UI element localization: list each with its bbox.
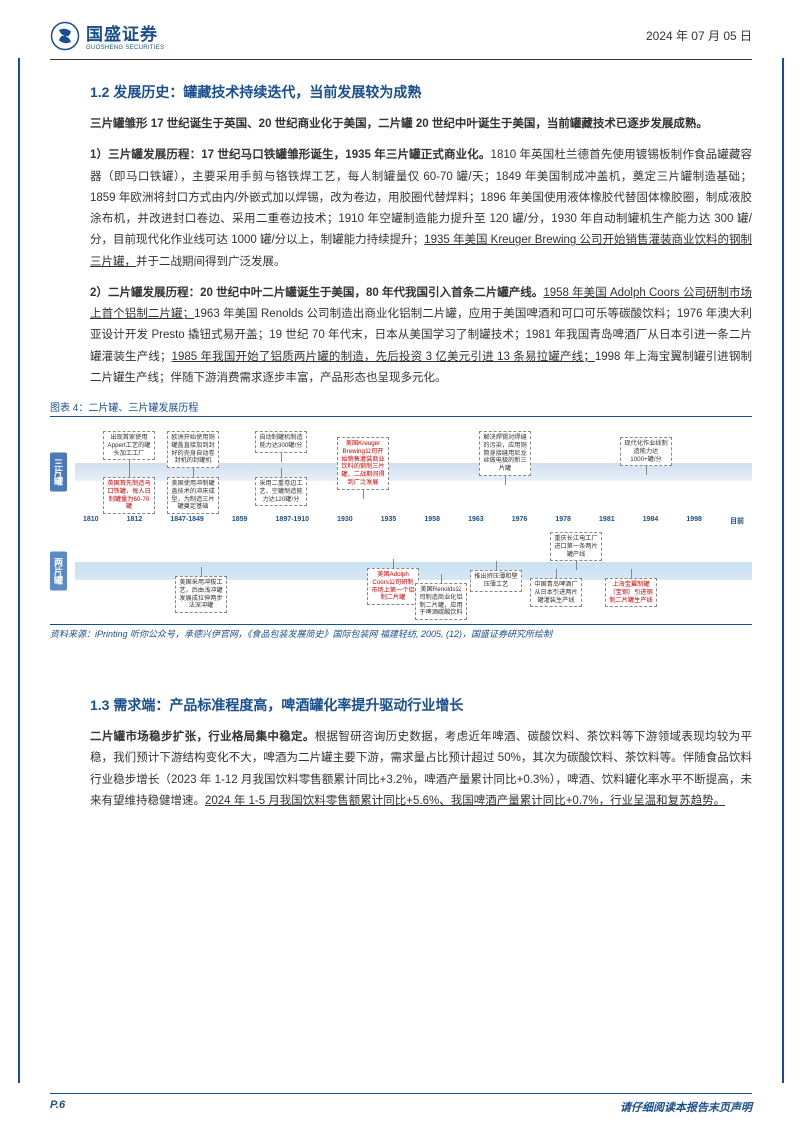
timeline-event: 中国青岛啤酒厂从日本引进两片罐灌装生产线 (530, 578, 582, 607)
timeline-event: 英国首先制造马口铁罐，每人日制罐量为60-70罐 (103, 477, 155, 514)
figure-caption: 图表 4：二片罐、三片罐发展历程 (50, 399, 752, 417)
timeline-year: 1859 (232, 516, 248, 526)
timeline-label-three: 三片罐 (50, 452, 67, 491)
p13-underline: 2024 年 1-5 月我国饮料零售额累计同比+5.6%、我国啤酒产量累计同比+… (205, 795, 725, 807)
report-date: 2024 年 07 月 05 日 (646, 27, 752, 44)
timeline-year: 1978 (555, 516, 571, 526)
timeline-event: 推出挤压薄和壁压薄工艺 (470, 570, 522, 592)
timeline-event: 美国使用冲制罐盖技术的冲床成型，为制造三片罐奠定基础 (167, 477, 219, 514)
timeline-label-two: 两片罐 (50, 551, 67, 590)
company-name-cn: 国盛证券 (86, 20, 164, 45)
timeline-event: 重庆长江电工厂进口第一条两片罐产线 (550, 532, 602, 561)
timeline-event: 现代化作业线制造能力达1000+罐/分 (620, 437, 672, 466)
timeline-year: 1810 (83, 516, 99, 526)
timeline-event: 美国Adolph Coors公司研制市场上第一个铝制二片罐 (367, 568, 419, 605)
figure-source: 资料来源：iPrinting 听你公众号，承德兴伊官网，《食品包装发展简史》国际… (50, 624, 752, 640)
timeline-year: 1930 (337, 516, 353, 526)
timeline-year: 1981 (599, 516, 615, 526)
timeline-year: 1958 (424, 516, 440, 526)
timeline-years-row: 1810 1812 1847-1849 1859 1897-1910 1930 1935 19… (50, 514, 752, 528)
timeline-event: 自动制罐机制造能力达300罐/分 (255, 431, 307, 453)
p2-underline2: 1985 年我国开始了铝质两片罐的制造，先后投资 3 亿美元引进 13 条易拉罐… (172, 351, 595, 363)
timeline-event: 采用二重卷边工艺，空罐制造能力达120罐/分 (255, 477, 307, 506)
timeline-event: 上海宝翼制罐（宝钢）引进钢制二片罐生产线 (605, 578, 657, 607)
timeline-years: 1810 1812 1847-1849 1859 1897-1910 1930 1935 19… (75, 516, 752, 526)
side-line-left (18, 58, 20, 1083)
p1-tail: 并于二战期间得到广泛发展。 (136, 256, 286, 268)
header: 国盛证券 GUOSHENG SECURITIES 2024 年 07 月 05 … (50, 0, 752, 60)
p1-body: 1810 年英国杜兰德首先使用镀锡板制作食品罐藏容器（即马口铁罐），主要采用手剪… (90, 149, 752, 246)
timeline-three-piece: 三片罐 出现首家使用Appert工艺的罐头加工工厂英国首先制造马口铁罐，每人日制… (50, 429, 752, 514)
timeline-event: 欧洲开始使用铜罐盖直接加到封好的壳身自动卷封机的封罐机 (167, 431, 219, 468)
p13-lead: 二片罐市场稳步扩张，行业格局集中稳定。 (90, 731, 315, 743)
side-line-right (782, 58, 784, 1083)
timeline-year: 1812 (127, 516, 143, 526)
timeline-year: 1976 (512, 516, 528, 526)
timeline-year: 目前 (730, 516, 744, 526)
section-12-title: 1.2 发展历史：罐藏技术持续迭代，当前发展较为成熟 (90, 82, 752, 102)
footer: P.6 请仔细阅读本报告末页声明 (50, 1093, 752, 1115)
p2-lead: 2）二片罐发展历程：20 世纪中叶二片罐诞生于美国，80 年代我国引入首条二片罐… (90, 287, 543, 299)
timeline-event: 美国Kreuger Brewing公司开始销售灌装商业饮料的钢制三片罐，二战期间… (337, 437, 389, 490)
timeline-diagram: 三片罐 出现首家使用Appert工艺的罐头加工工厂英国首先制造马口铁罐，每人日制… (50, 421, 752, 621)
section-12-p1: 1）三片罐发展历程：17 世纪马口铁罐雏形诞生，1935 年三片罐正式商业化。1… (90, 145, 752, 273)
logo-text: 国盛证券 GUOSHENG SECURITIES (86, 20, 164, 51)
section-13-p1: 二片罐市场稳步扩张，行业格局集中稳定。根据智研咨询历史数据，考虑近年啤酒、碳酸饮… (90, 727, 752, 812)
section-13-title: 1.3 需求端：产品标准程度高，啤酒罐化率提升驱动行业增长 (90, 695, 752, 715)
company-name-en: GUOSHENG SECURITIES (86, 45, 164, 51)
timeline-event: 解决焊锡对焊缝的污染，应用铜筒身接缝用尼龙丝做电极的新三片罐 (479, 431, 531, 476)
timeline-year: 1897-1910 (276, 516, 309, 526)
timeline-event: 出现首家使用Appert工艺的罐头加工工厂 (103, 431, 155, 460)
timeline-year: 1963 (468, 516, 484, 526)
timeline-year: 1935 (381, 516, 397, 526)
section-12-intro: 三片罐雏形 17 世纪诞生于英国、20 世纪商业化于美国，二片罐 20 世纪中叶… (90, 114, 752, 135)
timeline-year: 1847-1849 (170, 516, 203, 526)
logo-icon (50, 21, 80, 51)
page: 国盛证券 GUOSHENG SECURITIES 2024 年 07 月 05 … (0, 0, 802, 1133)
timeline-year: 1984 (643, 516, 659, 526)
timeline-event: 美国采用冲拔工艺，后由浅冲罐发展成拉伸两步法深冲罐 (175, 576, 227, 613)
timeline-two-piece: 两片罐 美国采用冲拔工艺，后由浅冲罐发展成拉伸两步法深冲罐 美国Adolph Co… (50, 528, 752, 613)
p1-lead: 1）三片罐发展历程：17 世纪马口铁罐雏形诞生，1935 年三片罐正式商业化。 (90, 149, 491, 161)
timeline-year: 1998 (686, 516, 702, 526)
timeline-event: 美国Renolds公司制造商业化铝制二片罐，应用于啤酒碳酸饮料 (415, 583, 467, 620)
section-12-p2: 2）二片罐发展历程：20 世纪中叶二片罐诞生于美国，80 年代我国引入首条二片罐… (90, 283, 752, 389)
logo: 国盛证券 GUOSHENG SECURITIES (50, 20, 164, 51)
page-number: P.6 (50, 1099, 65, 1115)
footer-disclaimer: 请仔细阅读本报告末页声明 (620, 1099, 752, 1115)
